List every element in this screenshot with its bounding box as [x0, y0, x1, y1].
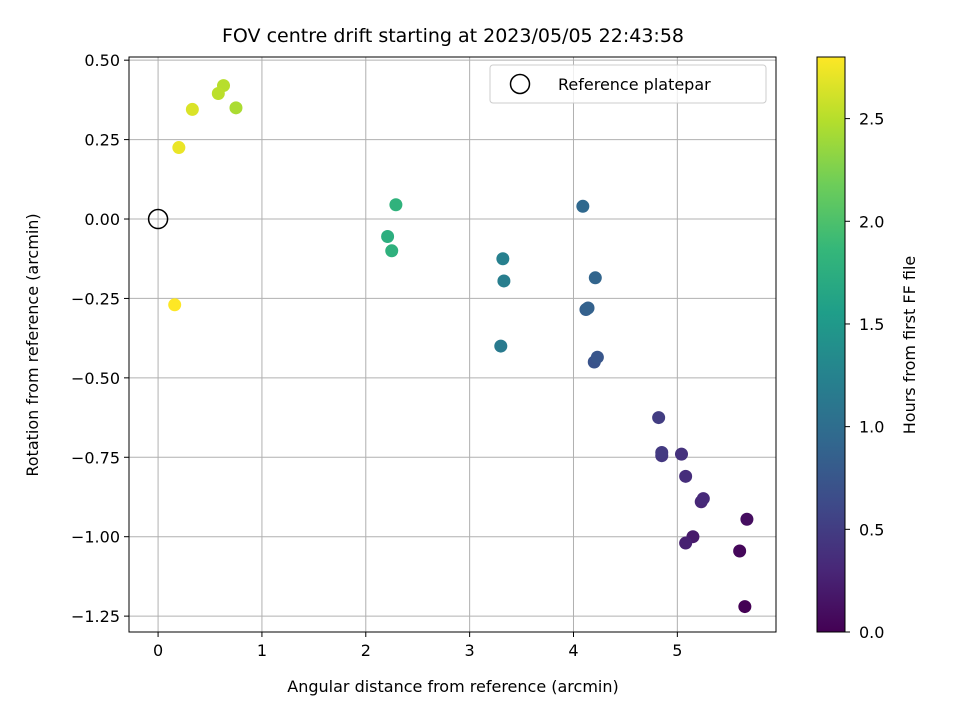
data-point — [590, 350, 604, 364]
legend-box — [489, 64, 767, 104]
data-point — [497, 274, 511, 288]
x-tick-label: 2 — [361, 641, 371, 660]
data-point — [496, 252, 510, 266]
y-tick-label: −1.00 — [71, 528, 120, 547]
x-tick-label: 4 — [568, 641, 578, 660]
x-tick-label: 3 — [465, 641, 475, 660]
colorbar-tick-label: 1.0 — [859, 418, 884, 437]
colorbar-tick-label: 2.5 — [859, 110, 884, 129]
reference-platepar-marker — [147, 208, 169, 230]
data-point — [494, 339, 508, 353]
grid — [129, 57, 776, 632]
data-point — [211, 87, 225, 101]
data-point — [588, 271, 602, 285]
colorbar-ticks: 0.0 0.5 1.0 1.5 2.0 2.5 — [845, 110, 884, 642]
x-tick-label: 0 — [153, 641, 163, 660]
colorbar — [816, 56, 846, 633]
y-tick-label: −0.50 — [71, 369, 120, 388]
data-point — [581, 301, 595, 315]
y-tick-label: −0.25 — [71, 289, 120, 308]
colorbar-tick-label: 1.5 — [859, 315, 884, 334]
legend-label-reference: Reference platepar — [558, 75, 711, 94]
y-tick-label: −0.75 — [71, 448, 120, 467]
x-axis-label: Angular distance from reference (arcmin) — [287, 677, 618, 696]
colorbar-tick-label: 0.5 — [859, 520, 884, 539]
data-point — [679, 469, 693, 483]
y-tick-label: 0.50 — [84, 51, 120, 70]
data-point — [696, 492, 710, 506]
chart-title: FOV centre drift starting at 2023/05/05 … — [222, 25, 684, 47]
colorbar-tick-label: 2.0 — [859, 212, 884, 231]
data-point — [679, 536, 693, 550]
data-point — [389, 198, 403, 212]
data-point — [576, 199, 590, 213]
data-point — [185, 102, 199, 116]
x-tick-label: 1 — [257, 641, 267, 660]
legend-marker-reference — [509, 73, 531, 95]
data-point — [172, 141, 186, 155]
data-point — [733, 544, 747, 558]
axes: 0 1 2 3 4 5 0.50 0.25 0.00 −0.25 −0.50 −0.75 −1.00 −1… — [71, 51, 777, 660]
y-tick-label: −1.25 — [71, 607, 120, 626]
colorbar-tick-label: 0.0 — [859, 623, 884, 642]
colorbar-label: Hours from first FF file — [900, 256, 919, 435]
y-tick-label: 0.25 — [84, 131, 120, 150]
data-point — [655, 446, 669, 460]
data-points — [147, 79, 754, 614]
x-tick-label: 5 — [672, 641, 682, 660]
data-point — [738, 600, 752, 614]
data-point — [381, 229, 395, 243]
data-point — [652, 411, 666, 425]
y-axis-label: Rotation from reference (arcmin) — [23, 213, 42, 476]
data-point — [740, 512, 754, 526]
colorbar-gradient — [816, 56, 846, 633]
legend: Reference platepar — [489, 64, 767, 104]
data-point — [385, 244, 399, 258]
data-point — [168, 298, 182, 312]
plot-frame — [128, 56, 777, 633]
y-tick-label: 0.00 — [84, 210, 120, 229]
data-point — [229, 101, 243, 115]
data-point — [674, 447, 688, 461]
